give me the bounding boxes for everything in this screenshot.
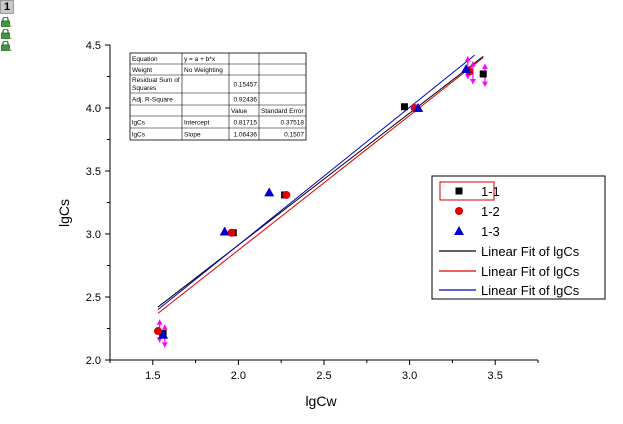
fit-table-cell: Residual Sum of xyxy=(132,77,180,84)
fit-table-cell: 0.1507 xyxy=(284,132,304,139)
x-axis-title: lgCw xyxy=(305,393,337,409)
legend-label[interactable]: 1-1 xyxy=(481,184,500,199)
legend-label[interactable]: Linear Fit of lgCs xyxy=(481,244,580,259)
error-bar-cap-bottom xyxy=(481,81,488,87)
legend-selection-box xyxy=(439,181,495,201)
y-tick-label: 4.5 xyxy=(86,40,101,52)
fit-lines xyxy=(157,54,484,314)
page-number-badge[interactable]: 1 xyxy=(0,0,14,14)
fit-line-3[interactable] xyxy=(157,54,475,310)
legend-marker-1-2[interactable] xyxy=(455,207,463,215)
error-bar-cap-top xyxy=(469,61,476,67)
x-tick-label: 2.0 xyxy=(231,370,246,382)
lock-icon[interactable] xyxy=(0,41,12,51)
lock-icon[interactable] xyxy=(0,17,12,27)
fit-table-cell: Adj. R-Square xyxy=(132,97,173,104)
point-1-2-3[interactable] xyxy=(282,190,291,199)
x-tick-label: 1.5 xyxy=(145,370,160,382)
point-1-1-5[interactable] xyxy=(479,70,487,78)
fit-table-cell: Value xyxy=(231,108,248,115)
y-axis-title: lgCs xyxy=(56,199,72,227)
fit-table-cell: No Weighting xyxy=(184,67,223,74)
legend-label[interactable]: 1-2 xyxy=(481,204,500,219)
error-bar-cap-bottom xyxy=(161,342,168,348)
fit-table-border xyxy=(129,52,307,141)
fit-table-cell: Weight xyxy=(132,67,152,74)
point-1-2-1[interactable] xyxy=(153,327,162,336)
lock-icon[interactable] xyxy=(0,29,12,39)
y-tick-label: 2.5 xyxy=(86,292,101,304)
error-bar-cap-top xyxy=(464,56,471,62)
fit-table-cell: y = a + b*x xyxy=(184,56,216,63)
y-tick-label: 2.0 xyxy=(86,355,101,367)
axes: 1.5 2.0 2.5 3.0 3.5 2.0 2.5 3.0 3.5 4.0 4.5 lgCw lgC… xyxy=(56,40,539,409)
legend-marker-1-1[interactable] xyxy=(455,187,463,195)
legend-label[interactable]: Linear Fit of lgCs xyxy=(481,264,580,279)
point-1-3-2[interactable] xyxy=(219,226,230,236)
error-bar-cap-top xyxy=(156,319,163,325)
point-1-3-5[interactable] xyxy=(461,63,472,73)
fit-table-cell: Equation xyxy=(132,56,158,63)
x-tick-label: 3.5 xyxy=(488,370,503,382)
legend: 1-1 1-2 1-3 Linear Fit of lgCs Linear Fit of… xyxy=(431,175,606,300)
fit-table-cell: Slope xyxy=(184,132,201,139)
fit-table-cell: 0.37518 xyxy=(281,120,305,127)
fit-table-cell: Intercept xyxy=(184,120,209,127)
data-points xyxy=(153,63,487,339)
point-1-3-3[interactable] xyxy=(264,187,275,197)
fit-table-cell: 0.81715 xyxy=(234,120,258,127)
x-tick-label: 2.5 xyxy=(316,370,331,382)
fit-table-cell: Standard Error xyxy=(261,108,304,115)
point-1-3-1[interactable] xyxy=(158,329,169,339)
fit-table-cell: lgCs xyxy=(132,132,146,139)
legend-box xyxy=(431,175,606,300)
legend-marker-1-3[interactable] xyxy=(454,226,464,235)
x-tick-label: 3.0 xyxy=(402,370,417,382)
y-tick-label: 3.0 xyxy=(86,229,101,241)
error-bar-cap-bottom xyxy=(469,79,476,85)
fit-line-2[interactable] xyxy=(157,57,484,314)
fit-table-cell: 0.92436 xyxy=(234,97,258,104)
fit-table-cell: 1.06436 xyxy=(234,132,258,139)
point-1-1-4[interactable] xyxy=(400,103,408,111)
fit-table-cell: lgCs xyxy=(132,120,146,127)
point-1-2-2[interactable] xyxy=(227,228,236,237)
point-1-3-4[interactable] xyxy=(413,103,424,112)
y-tick-label: 3.5 xyxy=(86,166,101,178)
fit-table-cell: 0.15457 xyxy=(234,82,258,89)
legend-label[interactable]: 1-3 xyxy=(481,224,500,239)
legend-label[interactable]: Linear Fit of lgCs xyxy=(481,283,580,298)
fit-table-cell: Squares xyxy=(132,85,157,92)
error-bar-cap-top xyxy=(481,63,488,69)
fit-line-1[interactable] xyxy=(157,55,484,308)
fit-results-table: Equation y = a + b*x Weight No Weighting Res… xyxy=(129,52,307,141)
y-tick-label: 4.0 xyxy=(86,103,101,115)
error-bar-cap-top xyxy=(161,324,168,330)
